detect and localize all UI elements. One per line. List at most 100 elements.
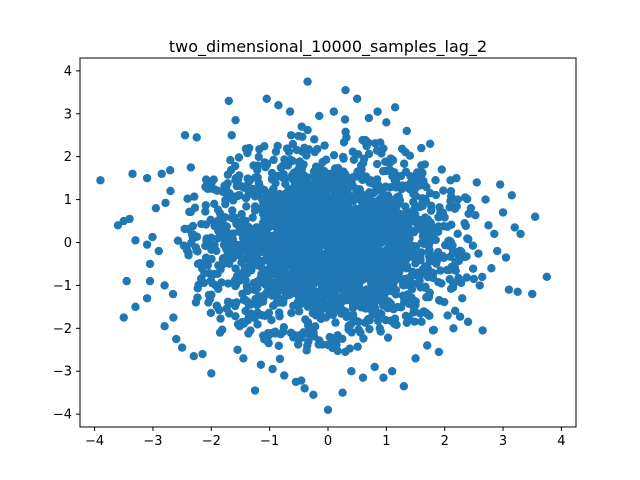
scatter-point [251, 252, 260, 261]
scatter-point [245, 189, 255, 199]
chart-title: two_dimensional_10000_samples_lag_2 [169, 37, 487, 57]
scatter-point [210, 199, 219, 209]
scatter-point [384, 224, 393, 234]
scatter-point [292, 145, 301, 155]
scatter-point [318, 201, 327, 210]
scatter-point [411, 297, 420, 306]
scatter-point [395, 209, 405, 219]
scatter-point [237, 209, 246, 219]
scatter-point [413, 268, 423, 277]
points-layer [96, 77, 552, 415]
scatter-point [230, 213, 239, 222]
y-tick-label: 0 [64, 236, 72, 251]
scatter-point [323, 263, 333, 272]
scatter-point [510, 223, 519, 232]
scatter-point [295, 261, 305, 271]
scatter-point [394, 218, 403, 227]
scatter-point [365, 324, 374, 334]
scatter-point [451, 266, 460, 275]
scatter-point [397, 144, 407, 154]
scatter-point [429, 325, 439, 335]
scatter-point [498, 208, 508, 217]
scatter-point [432, 259, 441, 268]
scatter-point [206, 276, 216, 285]
y-tick-label: 1 [64, 193, 72, 208]
scatter-point [214, 284, 223, 294]
scatter-point [423, 215, 432, 224]
scatter-point [269, 155, 278, 165]
scatter-point [239, 354, 248, 363]
scatter-point [352, 94, 362, 103]
scatter-point [298, 132, 307, 142]
scatter-point [264, 289, 273, 298]
scatter-point [439, 186, 448, 195]
scatter-point [215, 328, 225, 337]
scatter-point [322, 218, 332, 227]
scatter-point [243, 174, 252, 183]
scatter-point [172, 334, 181, 344]
scatter-point [192, 232, 202, 241]
scatter-point [301, 203, 310, 212]
scatter-point [309, 332, 319, 341]
scatter-point [342, 274, 351, 284]
scatter-point [338, 152, 348, 162]
scatter-point [375, 212, 384, 222]
scatter-point [216, 314, 225, 323]
scatter-point [330, 217, 340, 226]
scatter-point [279, 323, 289, 332]
scatter-point [402, 126, 411, 136]
scatter-point [268, 364, 277, 374]
scatter-point [504, 285, 514, 294]
y-tick-label: 2 [64, 150, 72, 165]
scatter-point [293, 297, 303, 306]
scatter-point [371, 252, 380, 262]
scatter-point [283, 233, 292, 242]
scatter-point [453, 195, 463, 204]
scatter-point [417, 169, 426, 178]
scatter-point [528, 289, 537, 299]
scatter-point [224, 279, 233, 288]
scatter-point [420, 160, 429, 169]
scatter-point [256, 360, 266, 369]
scatter-point [327, 227, 336, 236]
scatter-point [343, 218, 353, 227]
scatter-point [447, 220, 456, 230]
scatter-point [469, 274, 479, 284]
scatter-point [356, 328, 365, 337]
scatter-point [404, 312, 413, 322]
scatter-point [513, 287, 522, 297]
scatter-point [328, 176, 338, 186]
scatter-point [274, 341, 284, 351]
scatter-point [315, 111, 324, 121]
scatter-point [331, 285, 340, 295]
scatter-point [349, 155, 359, 165]
scatter-point [383, 303, 393, 313]
x-tick-label: −2 [202, 434, 221, 449]
scatter-point [308, 286, 318, 295]
scatter-point [280, 371, 289, 380]
scatter-point [460, 193, 470, 202]
scatter-point [267, 315, 276, 325]
scatter-point [275, 312, 284, 321]
scatter-point [452, 173, 461, 183]
scatter-point [317, 302, 326, 311]
scatter-point [186, 207, 195, 217]
scatter-point [249, 285, 259, 294]
scatter-point [96, 176, 105, 185]
scatter-point [328, 253, 338, 262]
scatter-point [380, 262, 389, 272]
scatter-point [235, 245, 245, 254]
scatter-point [288, 156, 297, 166]
scatter-point [293, 334, 303, 343]
scatter-point [253, 161, 262, 170]
scatter-point [455, 312, 465, 321]
scatter-point [260, 275, 269, 285]
scatter-point [191, 243, 201, 252]
scatter-point [383, 280, 392, 289]
scatter-point [311, 268, 321, 278]
scatter-point [244, 329, 253, 338]
scatter-point [154, 246, 163, 256]
scatter-point [361, 201, 371, 211]
scatter-point [242, 202, 251, 211]
scatter-point [415, 276, 424, 286]
